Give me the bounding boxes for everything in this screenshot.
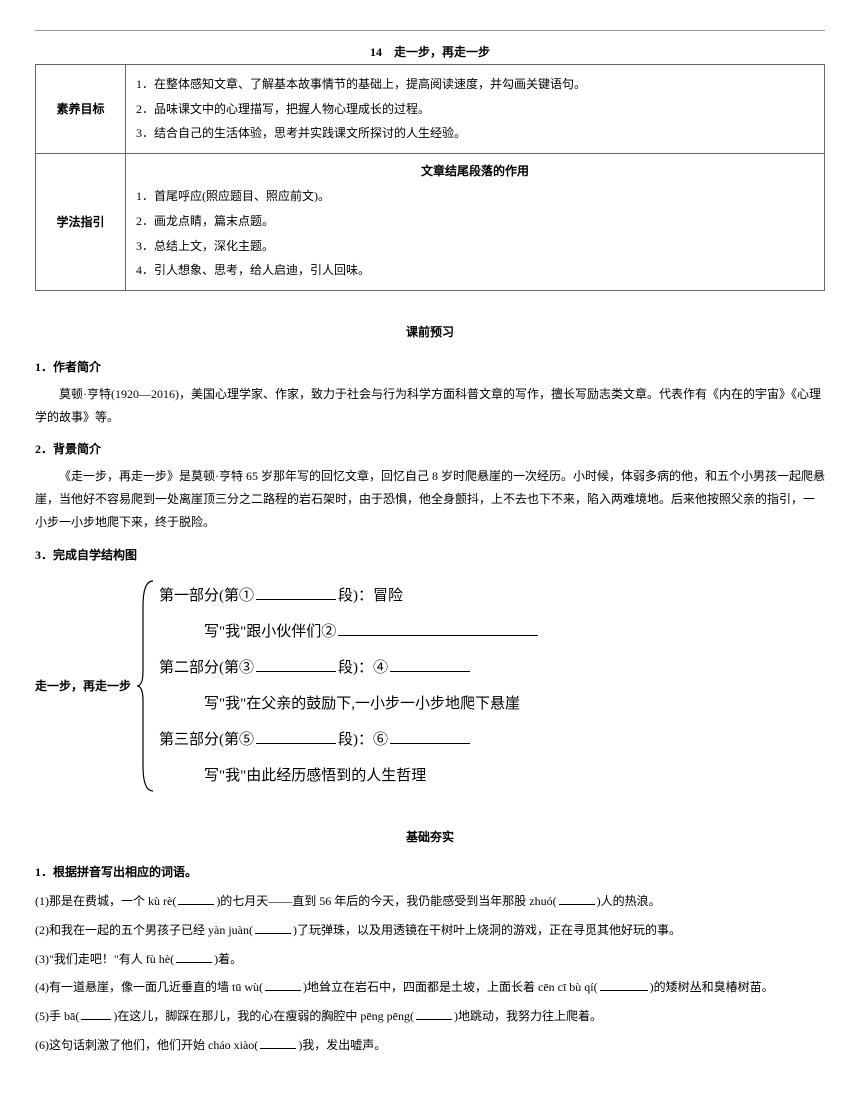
text: )了玩弹珠，以及用透镜在干树叶上烧洞的游戏，正在寻觅其他好玩的事。 (293, 923, 681, 937)
structure-line: 第三部分(第⑤ 段)：⑥ (159, 722, 540, 758)
text: 写"我"由此经历感悟到的人生哲理 (204, 768, 426, 784)
text: (5)手 bā( (35, 1009, 79, 1023)
fill-blank[interactable] (256, 657, 336, 672)
text: (3)"我们走吧！"有人 fù hè( (35, 952, 174, 966)
method-item: 4．引人想象、思考，给人启迪，引人回味。 (136, 259, 814, 282)
table-row: 学法指引 文章结尾段落的作用 1．首尾呼应(照应题目、照应前文)。 2．画龙点睛… (36, 154, 825, 291)
fill-blank[interactable] (338, 621, 538, 636)
fill-blank[interactable] (176, 951, 212, 963)
background-heading: 2．背景简介 (35, 438, 825, 461)
fill-blank[interactable] (416, 1008, 452, 1020)
exercise-item: (3)"我们走吧！"有人 fù hè( )着。 (35, 948, 825, 971)
fill-blank[interactable] (256, 585, 336, 600)
structure-line: 写"我"跟小伙伴们② (159, 614, 540, 650)
info-table: 素养目标 1．在整体感知文章、了解基本故事情节的基础上，提高阅读速度，并勾画关键… (35, 64, 825, 291)
fill-blank[interactable] (256, 729, 336, 744)
goal-item: 3．结合自己的生活体验，思考并实践课文所探讨的人生经验。 (136, 122, 814, 145)
fill-blank[interactable] (260, 1037, 296, 1049)
section-preview-heading: 课前预习 (35, 321, 825, 344)
exercise-item: (5)手 bā( )在这儿，脚踩在那儿，我的心在瘦弱的胸腔中 pēng pēng(… (35, 1005, 825, 1028)
fill-blank[interactable] (600, 979, 648, 991)
text: 段)：④ (338, 660, 388, 676)
text: )地跳动，我努力往上爬着。 (454, 1009, 602, 1023)
method-item: 1．首尾呼应(照应题目、照应前文)。 (136, 185, 814, 208)
text: 段)：⑥ (338, 732, 388, 748)
fill-blank[interactable] (255, 922, 291, 934)
text: 写"我"跟小伙伴们② (204, 624, 336, 640)
table-row: 素养目标 1．在整体感知文章、了解基本故事情节的基础上，提高阅读速度，并勾画关键… (36, 64, 825, 153)
text: )的矮树丛和臭椿树苗。 (650, 980, 774, 994)
text: 第二部分(第③ (159, 660, 254, 676)
method-subheading: 文章结尾段落的作用 (136, 160, 814, 183)
author-heading: 1．作者简介 (35, 356, 825, 379)
fill-blank[interactable] (178, 893, 214, 905)
brace-icon (135, 576, 155, 796)
text: )的七月天——直到 56 年后的今天，我仍能感受到当年那股 zhuó( (216, 894, 556, 908)
goals-label: 素养目标 (36, 64, 126, 153)
structure-line: 写"我"由此经历感悟到的人生哲理 (159, 758, 540, 794)
structure-title: 走一步，再走一步 (35, 675, 135, 698)
background-body: 《走一步，再走一步》是莫顿·亨特 65 岁那年写的回忆文章，回忆自己 8 岁时爬… (35, 465, 825, 533)
text: )我，发出嘘声。 (298, 1038, 386, 1052)
structure-diagram: 走一步，再走一步 第一部分(第① 段)：冒险 写"我"跟小伙伴们② 第二部分(第③… (35, 576, 825, 796)
text: )地耸立在岩石中，四面都是土坡，上面长着 cēn cī bù qí( (303, 980, 598, 994)
text: 第一部分(第① (159, 588, 254, 604)
fill-blank[interactable] (390, 657, 470, 672)
text: 写"我"在父亲的鼓励下,一小步一小步地爬下悬崖 (204, 696, 520, 712)
text: (1)那是在费城，一个 kù rè( (35, 894, 176, 908)
text: (6)这句话刺激了他们，他们开始 cháo xiào( (35, 1038, 258, 1052)
fill-blank[interactable] (559, 893, 595, 905)
exercise-1-heading: 1．根据拼音写出相应的词语。 (35, 861, 825, 884)
exercise-item: (2)和我在一起的五个男孩子已经 yàn juàn( )了玩弹珠，以及用透镜在干树… (35, 919, 825, 942)
exercise-item: (1)那是在费城，一个 kù rè( )的七月天——直到 56 年后的今天，我仍能… (35, 890, 825, 913)
structure-line: 第二部分(第③ 段)：④ (159, 650, 540, 686)
text: 第三部分(第⑤ (159, 732, 254, 748)
structure-line: 第一部分(第① 段)：冒险 (159, 578, 540, 614)
method-item: 3．总结上文，深化主题。 (136, 235, 814, 258)
goal-item: 1．在整体感知文章、了解基本故事情节的基础上，提高阅读速度，并勾画关键语句。 (136, 73, 814, 96)
text: )人的热浪。 (597, 894, 661, 908)
goal-item: 2．品味课文中的心理描写，把握人物心理成长的过程。 (136, 98, 814, 121)
text: )着。 (214, 952, 242, 966)
text: 段)：冒险 (338, 588, 403, 604)
fill-blank[interactable] (81, 1008, 111, 1020)
author-body: 莫顿·亨特(1920—2016)，美国心理学家、作家，致力于社会与行为科学方面科… (35, 383, 825, 429)
structure-heading: 3．完成自学结构图 (35, 544, 825, 567)
goals-content: 1．在整体感知文章、了解基本故事情节的基础上，提高阅读速度，并勾画关键语句。 2… (126, 64, 825, 153)
page-title: 14 走一步，再走一步 (35, 30, 825, 64)
text: (4)有一道悬崖，像一面几近垂直的墙 tū wù( (35, 980, 263, 994)
exercise-item: (4)有一道悬崖，像一面几近垂直的墙 tū wù( )地耸立在岩石中，四面都是土坡… (35, 976, 825, 999)
structure-lines: 第一部分(第① 段)：冒险 写"我"跟小伙伴们② 第二部分(第③ 段)：④ 写"我"… (155, 578, 540, 794)
structure-line: 写"我"在父亲的鼓励下,一小步一小步地爬下悬崖 (159, 686, 540, 722)
text: )在这儿，脚踩在那儿，我的心在瘦弱的胸腔中 pēng pēng( (113, 1009, 414, 1023)
fill-blank[interactable] (265, 979, 301, 991)
section-basic-heading: 基础夯实 (35, 826, 825, 849)
method-content: 文章结尾段落的作用 1．首尾呼应(照应题目、照应前文)。 2．画龙点睛，篇末点题… (126, 154, 825, 291)
exercise-item: (6)这句话刺激了他们，他们开始 cháo xiào( )我，发出嘘声。 (35, 1034, 825, 1057)
text: (2)和我在一起的五个男孩子已经 yàn juàn( (35, 923, 253, 937)
fill-blank[interactable] (390, 729, 470, 744)
method-item: 2．画龙点睛，篇末点题。 (136, 210, 814, 233)
method-label: 学法指引 (36, 154, 126, 291)
